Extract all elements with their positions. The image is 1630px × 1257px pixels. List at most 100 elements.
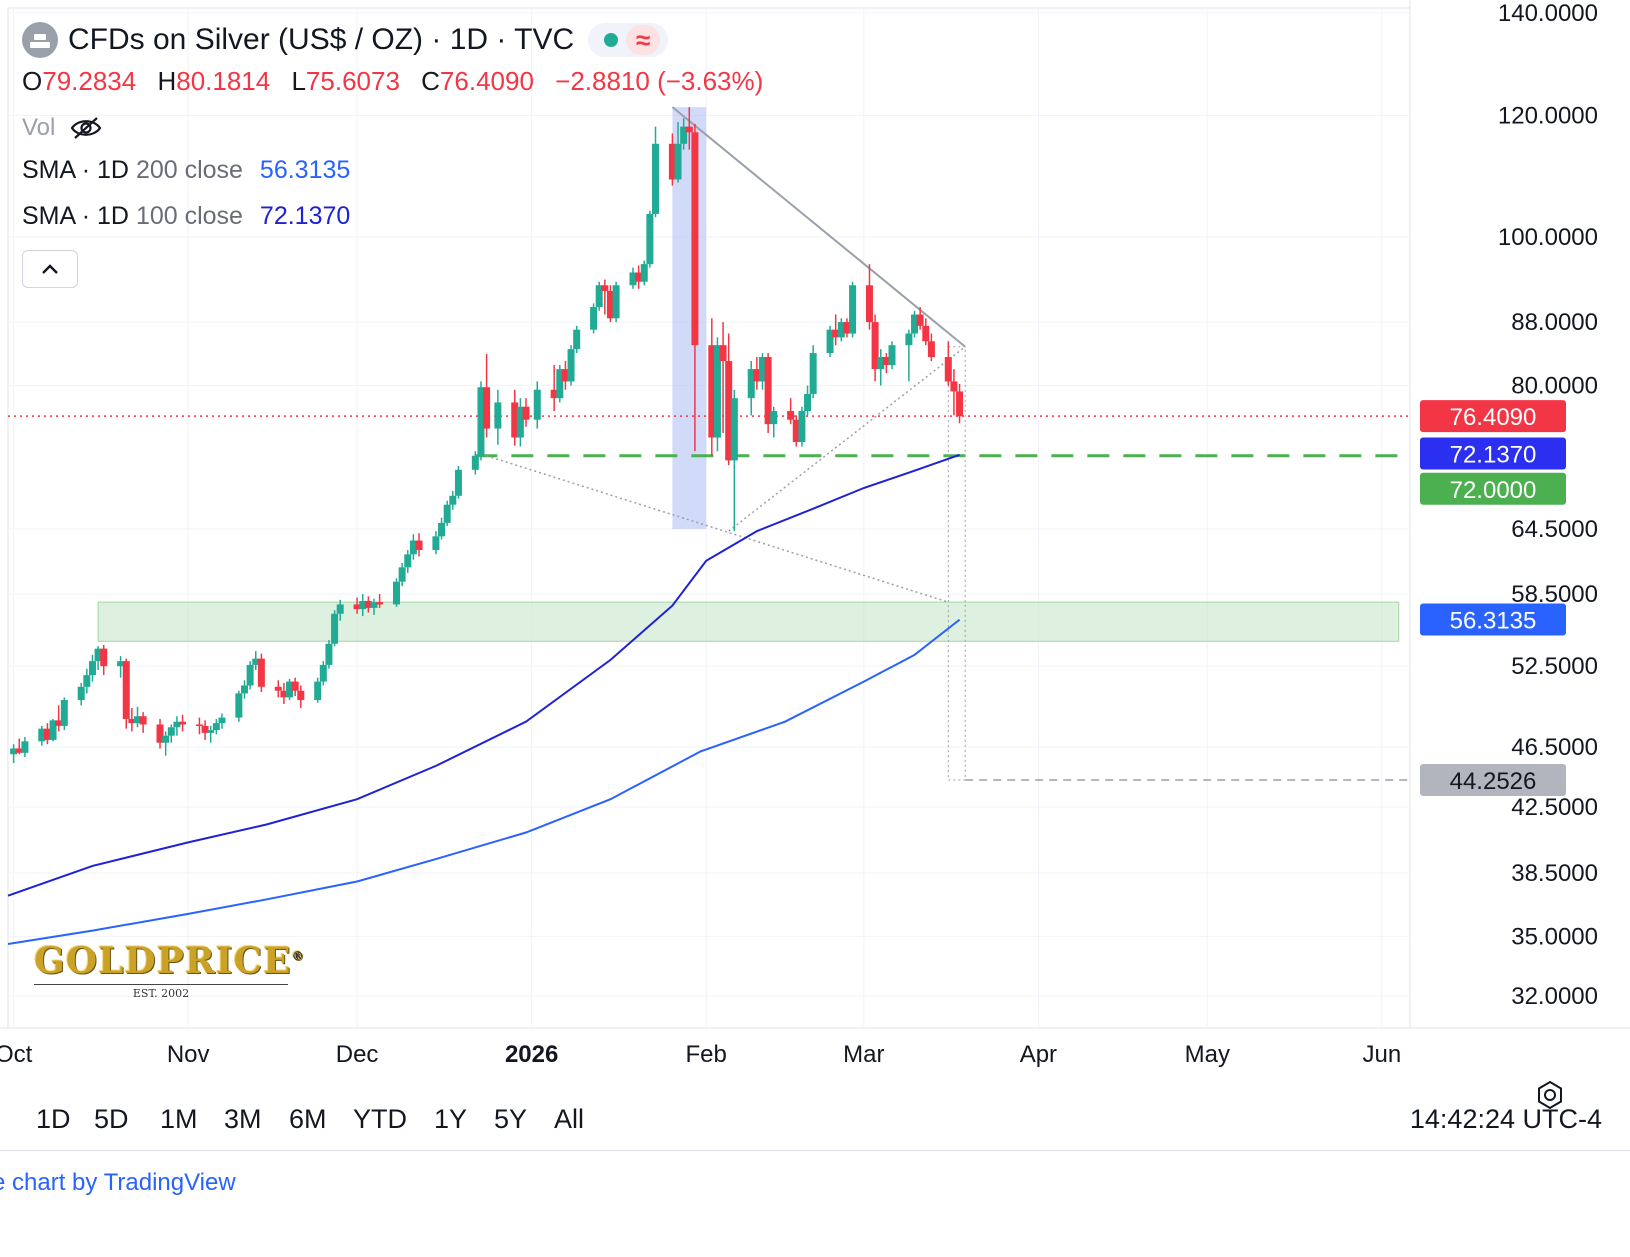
candle (719, 322, 727, 434)
candle-body (432, 536, 440, 551)
candle-body (680, 126, 688, 144)
candle-body (606, 291, 614, 319)
market-open-dot-icon (604, 33, 619, 47)
candle (674, 122, 682, 183)
range-all-button[interactable]: All (554, 1104, 585, 1134)
x-tick-label: Dec (336, 1041, 379, 1068)
candle-body (370, 602, 378, 608)
candle (567, 345, 575, 386)
range-3m-button[interactable]: 3M (224, 1104, 262, 1134)
candle-body (336, 604, 344, 614)
candle-body (134, 716, 142, 724)
logo-wordmark: GOLDPRICE® (34, 940, 305, 982)
price-axis-label: 76.4090 (1420, 400, 1566, 433)
range-ytd-button[interactable]: YTD (353, 1104, 407, 1134)
open-label: O (22, 66, 43, 96)
candle-body (668, 143, 676, 180)
candle-body (359, 600, 367, 610)
candle-body (15, 748, 23, 753)
candle-body (804, 393, 812, 412)
candle-body (404, 554, 412, 568)
candle-body (590, 307, 598, 330)
candle (725, 333, 733, 466)
candle (449, 490, 457, 510)
candle (117, 656, 125, 678)
candle-body (730, 398, 738, 461)
candle (122, 658, 130, 729)
candle (685, 107, 693, 150)
market-status-pill[interactable]: ≈ (588, 23, 669, 57)
y-tick-label: 100.0000 (1498, 224, 1598, 251)
candle (409, 534, 417, 560)
chart-settings-gear-icon[interactable] (1534, 1079, 1566, 1111)
low-label: L (291, 66, 306, 96)
candle-body (21, 741, 29, 753)
candle (646, 210, 654, 268)
candle-body (758, 357, 766, 382)
candle-body (94, 648, 102, 662)
candle-body (438, 522, 446, 537)
range-1m-button[interactable]: 1M (160, 1104, 198, 1134)
candle (652, 126, 660, 218)
candle-body (274, 686, 282, 691)
candle-body (162, 735, 170, 743)
range-5d-button[interactable]: 5D (94, 1104, 129, 1134)
candle-body (398, 567, 406, 582)
y-tick-label: 35.0000 (1511, 923, 1598, 950)
hidden-eye-icon[interactable] (69, 115, 103, 141)
sma200-label: SMA · 1D (22, 156, 129, 184)
price-axis-label-bg (1420, 400, 1566, 433)
y-tick-label: 52.5000 (1511, 653, 1598, 680)
candle (516, 398, 524, 447)
candle (240, 680, 248, 699)
range-6m-button[interactable]: 6M (289, 1104, 327, 1134)
candle (156, 718, 164, 749)
collapse-legend-button[interactable] (22, 250, 78, 288)
candle (573, 325, 581, 354)
candle-body (156, 724, 164, 743)
range-1y-button[interactable]: 1Y (434, 1104, 468, 1134)
candle-body (364, 600, 372, 608)
candle (680, 118, 688, 150)
candle-body (916, 314, 924, 326)
trendline-1 (671, 106, 966, 348)
candle (60, 697, 68, 731)
candle (393, 578, 401, 607)
volume-label: Vol (22, 114, 56, 141)
candle (314, 677, 322, 703)
candle (274, 680, 282, 698)
candle (888, 341, 896, 370)
range-5y-button[interactable]: 5Y (494, 1104, 528, 1134)
candle (43, 723, 51, 745)
candle-body (100, 648, 108, 667)
candle (601, 279, 609, 315)
range-1d-button[interactable]: 1D (36, 1104, 71, 1134)
candle-body (911, 314, 919, 334)
y-tick-label: 46.5000 (1511, 734, 1598, 761)
candle (606, 285, 614, 323)
candle (291, 677, 299, 697)
price-axis-label-bg (1420, 472, 1566, 505)
candle (770, 406, 778, 438)
tradingview-credit-link[interactable]: e chart by TradingView (0, 1169, 236, 1196)
price-chart[interactable]: 140.0000 120.0000 100.0000 88.0000 80.0000 64… (0, 0, 1630, 1090)
sma200-value: 56.3135 (259, 156, 351, 184)
candle (15, 738, 23, 755)
chevron-up-icon (42, 264, 58, 274)
candle-body (443, 504, 451, 523)
candle (297, 685, 305, 709)
candle (944, 341, 952, 386)
symbol-title[interactable]: CFDs on Silver (US$ / OZ) · 1D · TVC (68, 23, 575, 56)
sma200-legend[interactable]: SMA · 1D 200 close 56.3135 (22, 156, 777, 194)
candle (376, 594, 384, 608)
candle (195, 717, 203, 735)
candle (747, 361, 755, 416)
timezone-clock[interactable]: 14:42:24 UTC-4 (1409, 1104, 1602, 1134)
volume-indicator[interactable]: Vol (22, 108, 777, 148)
candle (916, 307, 924, 330)
candle (753, 357, 761, 390)
candle-body (201, 725, 209, 733)
candle-body (764, 357, 772, 425)
candle (849, 281, 857, 338)
sma100-legend[interactable]: SMA · 1D 100 close 72.1370 (22, 202, 777, 240)
